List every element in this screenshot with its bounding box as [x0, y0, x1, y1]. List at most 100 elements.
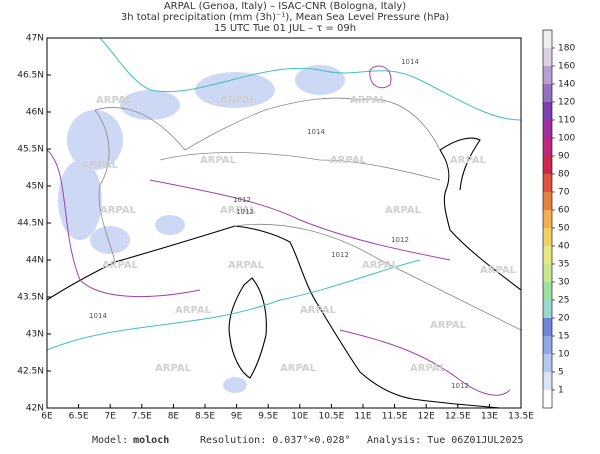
lon-label: 12.5E	[445, 412, 471, 422]
lon-label: 8.5E	[195, 412, 215, 422]
colorbar-frame	[542, 29, 553, 409]
coastlines	[46, 137, 522, 409]
precip	[155, 215, 185, 235]
precip	[58, 160, 102, 240]
precip-patches	[58, 65, 345, 393]
map-background	[47, 38, 521, 408]
watermark: ARPAL	[350, 95, 387, 106]
lon-label: 9E	[231, 412, 243, 422]
colorbar-swatch	[543, 246, 552, 264]
isobar-label: 1014	[401, 58, 419, 66]
colorbar-label: 120	[558, 98, 575, 108]
footer-model: Model: moloch	[92, 435, 169, 446]
colorbar-swatch	[543, 174, 552, 192]
watermark: ARPAL	[96, 95, 133, 106]
watermark: ARPAL	[220, 205, 257, 216]
lat-label: 43.5N	[17, 293, 44, 303]
lat-label: 46.5N	[17, 71, 44, 81]
coastline	[46, 225, 501, 409]
colorbar-label: 90	[558, 152, 570, 162]
colorbar-swatch	[543, 48, 552, 66]
precip	[120, 90, 180, 120]
colorbar-label: 60	[558, 206, 570, 216]
precip	[223, 377, 247, 393]
colorbar-label: 5	[558, 368, 564, 378]
watermark: ARPAL	[102, 260, 139, 271]
watermark: ARPAL	[410, 363, 447, 374]
adriatic-coast	[439, 149, 522, 291]
isobar	[99, 37, 522, 121]
border	[94, 97, 441, 151]
colorbar-label: 110	[558, 116, 575, 126]
colorbar-swatch	[543, 156, 552, 174]
watermark: ARPAL	[200, 155, 237, 166]
watermark: ARPAL	[220, 95, 257, 106]
footer-text: Model:	[92, 435, 128, 446]
colorbar-swatch	[543, 102, 552, 120]
lon-label: 10E	[291, 412, 308, 422]
watermark: ARPAL	[280, 363, 317, 374]
colorbar-swatch	[543, 318, 552, 336]
lat-label: 42N	[26, 404, 44, 414]
colorbar-swatch	[543, 84, 552, 102]
colorbar-label: 35	[558, 260, 569, 270]
colorbar-label: 25	[558, 296, 569, 306]
colorbar-swatch	[543, 192, 552, 210]
watermark: ARPAL	[430, 320, 467, 331]
colorbar-swatch	[543, 282, 552, 300]
isobar	[46, 259, 421, 351]
colorbar-swatch	[543, 228, 552, 246]
isobar-label: 1012	[331, 251, 349, 259]
colorbar-label: 10	[558, 350, 570, 360]
colorbar-swatch	[543, 336, 552, 354]
colorbar-swatch	[543, 264, 552, 282]
lon-label: 6.5E	[69, 412, 89, 422]
isobar	[46, 149, 201, 298]
isobar-label: 1012	[391, 236, 409, 244]
watermark: ARPAL	[155, 363, 192, 374]
map-area	[46, 37, 522, 409]
lat-label: 45.5N	[17, 145, 44, 155]
watermark: ARPAL	[228, 260, 265, 271]
footer-analysis: Analysis: Tue 06Z01JUL2025	[367, 435, 524, 446]
watermark: ARPAL	[450, 155, 487, 166]
lon-label: 6E	[41, 412, 53, 422]
title-line: 15 UTC Tue 01 JUL – τ = 09h	[214, 23, 356, 34]
lon-label: 8E	[168, 412, 180, 422]
colorbar-label: 40	[558, 242, 570, 252]
title-line: 3h total precipitation (mm (3h)⁻¹), Mean…	[121, 12, 449, 23]
lat-label: 44N	[26, 256, 44, 266]
isobar	[369, 65, 392, 89]
corsica	[228, 277, 267, 379]
precip	[195, 72, 275, 108]
lat-label: 46N	[26, 108, 44, 118]
colorbar-swatch	[543, 30, 552, 48]
lat-label: 47N	[26, 34, 44, 44]
lon-label: 7E	[104, 412, 116, 422]
lat-label: 44.5N	[17, 219, 44, 229]
isobar-label: 1014	[89, 312, 107, 320]
colorbar-swatch	[543, 354, 552, 372]
colorbar-label: 100	[558, 134, 575, 144]
borders	[94, 97, 522, 331]
footer-resolution: Resolution: 0.037°×0.028°	[200, 435, 351, 446]
watermark: ARPAL	[82, 160, 119, 171]
colorbar-label: 20	[558, 314, 570, 324]
isobar-label: 1012	[236, 208, 254, 216]
isobar	[339, 329, 511, 396]
watermark: ARPAL	[300, 305, 337, 316]
watermark: ARPAL	[100, 205, 137, 216]
colorbar-swatch	[543, 390, 552, 408]
border	[159, 152, 441, 181]
colorbar-label: 140	[558, 80, 575, 90]
lon-label: 13E	[481, 412, 498, 422]
colorbar-label: 80	[558, 170, 570, 180]
precip	[90, 226, 130, 254]
colorbar-label: 30	[558, 278, 570, 288]
colorbar-label: 15	[558, 332, 569, 342]
colorbar-swatch	[543, 210, 552, 228]
watermark: ARPAL	[480, 265, 517, 276]
colorbar-swatch	[543, 372, 552, 390]
lat-label: 45N	[26, 182, 44, 192]
